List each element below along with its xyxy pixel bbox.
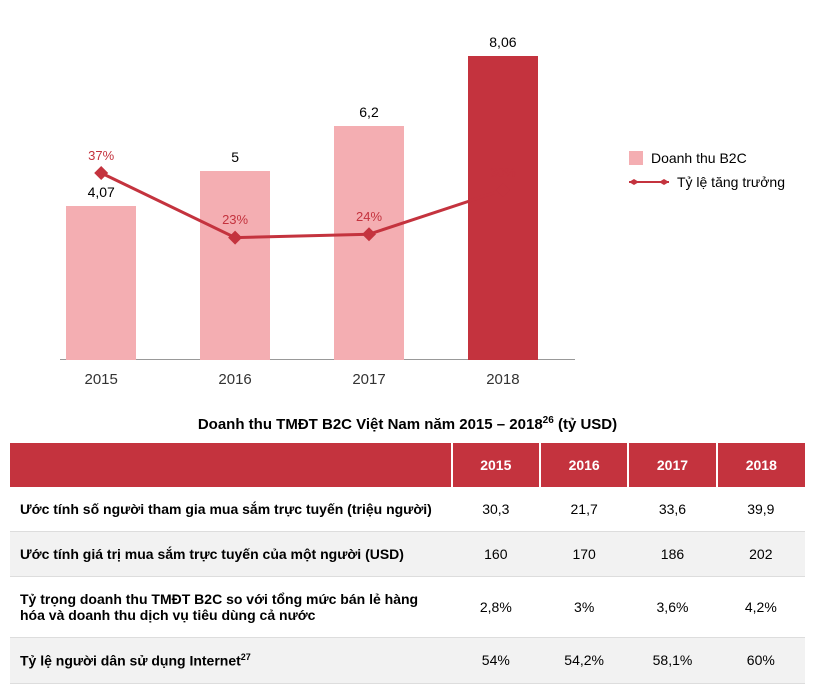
legend-swatch-bar	[629, 151, 643, 165]
table-row: Ước tính số người tham gia mua sắm trực …	[10, 487, 805, 532]
legend-item-bar: Doanh thu B2C	[629, 150, 785, 166]
table-cell: 3,6%	[628, 577, 716, 638]
x-axis-label: 2015	[66, 371, 136, 388]
table-cell: 33,6	[628, 487, 716, 532]
table-cell: 54%	[452, 638, 540, 684]
legend: Doanh thu B2C Tỷ lệ tăng trưởng	[629, 150, 785, 198]
table-cell: 186	[628, 532, 716, 577]
x-axis-label: 2018	[468, 371, 538, 388]
growth-pct-label: 30%	[483, 165, 523, 180]
table-body: Ước tính số người tham gia mua sắm trực …	[10, 487, 805, 683]
caption-text: Doanh thu TMĐT B2C Việt Nam năm 2015 – 2…	[198, 416, 543, 433]
table-cell: 160	[452, 532, 540, 577]
legend-label-bar: Doanh thu B2C	[651, 150, 747, 166]
row-label: Tỷ lệ người dân sử dụng Internet27	[10, 638, 452, 684]
data-table: 2015201620172018 Ước tính số người tham …	[10, 443, 805, 684]
bar-value-label: 6,2	[334, 104, 404, 120]
table-cell: 202	[717, 532, 805, 577]
bar	[334, 126, 404, 360]
table-cell: 58,1%	[628, 638, 716, 684]
table-cell: 21,7	[540, 487, 628, 532]
legend-item-line: Tỷ lệ tăng trưởng	[629, 174, 785, 190]
table-header-cell	[10, 443, 452, 487]
table-row: Ước tính giá trị mua sắm trực tuyến của …	[10, 532, 805, 577]
table-header-cell: 2016	[540, 443, 628, 487]
bar-group: 4,07	[66, 206, 136, 360]
table-cell: 170	[540, 532, 628, 577]
table-header-row: 2015201620172018	[10, 443, 805, 487]
bar	[200, 171, 270, 360]
bar-value-label: 8,06	[468, 34, 538, 50]
bar-group: 8,06	[468, 56, 538, 360]
bar-value-label: 4,07	[66, 184, 136, 200]
growth-pct-label: 23%	[215, 212, 255, 227]
row-label: Ước tính số người tham gia mua sắm trực …	[10, 487, 452, 532]
caption-sup: 26	[543, 415, 554, 426]
legend-swatch-line	[629, 175, 669, 189]
bar-value-label: 5	[200, 149, 270, 165]
table-cell: 4,2%	[717, 577, 805, 638]
x-axis-label: 2016	[200, 371, 270, 388]
chart-plot: 4,07201537%5201623%6,2201724%8,06201830%	[60, 20, 575, 360]
table-cell: 2,8%	[452, 577, 540, 638]
bar	[66, 206, 136, 360]
bar	[468, 56, 538, 360]
chart-caption: Doanh thu TMĐT B2C Việt Nam năm 2015 – 2…	[0, 415, 815, 433]
table-cell: 60%	[717, 638, 805, 684]
table-cell: 3%	[540, 577, 628, 638]
row-label: Ước tính giá trị mua sắm trực tuyến của …	[10, 532, 452, 577]
growth-pct-label: 37%	[81, 148, 121, 163]
growth-pct-label: 24%	[349, 209, 389, 224]
bar-group: 5	[200, 171, 270, 360]
table-cell: 30,3	[452, 487, 540, 532]
caption-suffix: (tỷ USD)	[554, 416, 617, 433]
row-label: Tỷ trọng doanh thu TMĐT B2C so với tổng …	[10, 577, 452, 638]
table-header-cell: 2018	[717, 443, 805, 487]
legend-label-line: Tỷ lệ tăng trưởng	[677, 174, 785, 190]
table-row: Tỷ trọng doanh thu TMĐT B2C so với tổng …	[10, 577, 805, 638]
bar-group: 6,2	[334, 126, 404, 360]
table-cell: 39,9	[717, 487, 805, 532]
table-header-cell: 2015	[452, 443, 540, 487]
table-cell: 54,2%	[540, 638, 628, 684]
table-header-cell: 2017	[628, 443, 716, 487]
chart-area: 4,07 2015 37% 5 2016 23% 6,2 2017 24% 8,06 2018 30%…	[0, 0, 815, 410]
table-row: Tỷ lệ người dân sử dụng Internet2754%54,…	[10, 638, 805, 684]
x-axis-label: 2017	[334, 371, 404, 388]
